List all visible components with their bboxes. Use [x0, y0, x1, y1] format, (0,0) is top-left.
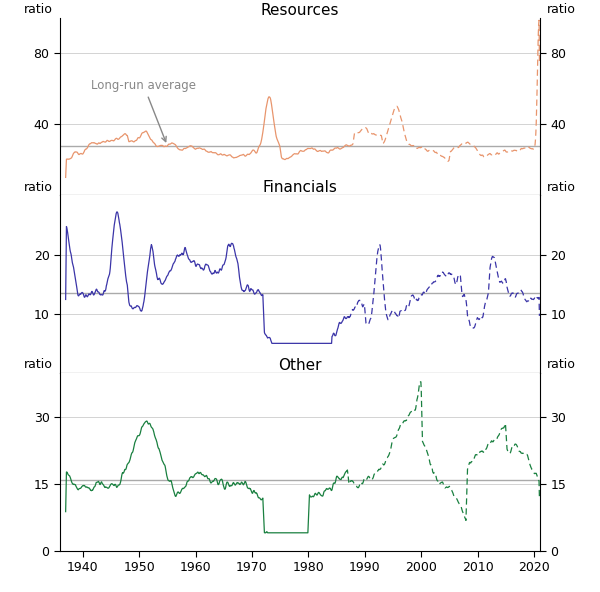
Title: Other: Other	[278, 358, 322, 373]
Text: ratio: ratio	[24, 181, 53, 194]
Text: ratio: ratio	[547, 358, 576, 371]
Title: Financials: Financials	[263, 181, 337, 195]
Title: Resources: Resources	[261, 3, 339, 18]
Text: ratio: ratio	[24, 3, 53, 16]
Text: ratio: ratio	[547, 3, 576, 16]
Text: ratio: ratio	[24, 358, 53, 371]
Text: Long-run average: Long-run average	[91, 79, 196, 141]
Text: ratio: ratio	[547, 181, 576, 194]
